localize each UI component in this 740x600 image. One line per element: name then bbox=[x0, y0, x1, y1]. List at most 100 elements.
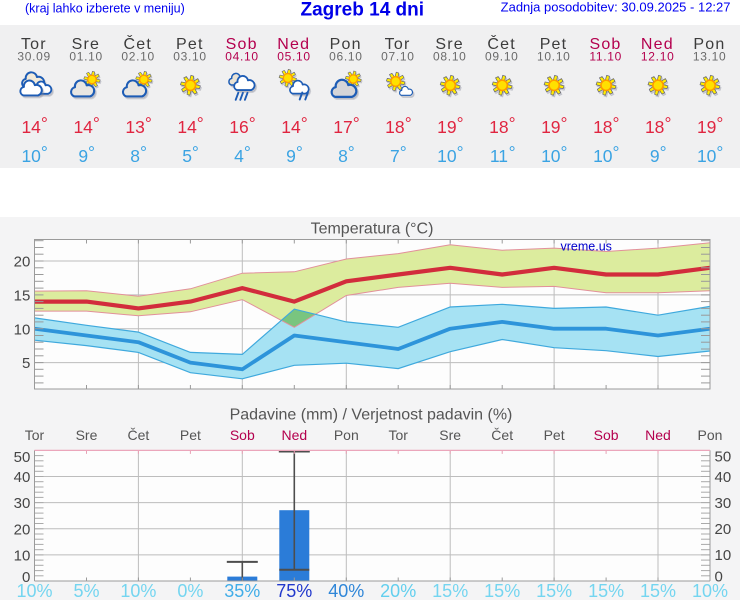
svg-text:20: 20 bbox=[715, 521, 732, 538]
svg-text:Ned: Ned bbox=[281, 427, 307, 443]
svg-text:10%: 10% bbox=[16, 581, 52, 600]
svg-text:15: 15 bbox=[14, 288, 31, 305]
svg-text:17: 17 bbox=[333, 117, 352, 137]
svg-text:13.10: 13.10 bbox=[693, 50, 727, 64]
svg-text:Pet: Pet bbox=[540, 36, 568, 53]
svg-text:15%: 15% bbox=[640, 581, 676, 600]
svg-text:°: ° bbox=[353, 113, 360, 133]
svg-text:Sob: Sob bbox=[594, 427, 619, 443]
svg-text:°: ° bbox=[561, 113, 568, 133]
svg-text:9: 9 bbox=[286, 146, 296, 166]
svg-text:14: 14 bbox=[281, 117, 301, 137]
svg-text:°: ° bbox=[716, 142, 723, 162]
svg-text:10: 10 bbox=[541, 146, 561, 166]
svg-text:Pet: Pet bbox=[176, 36, 204, 53]
svg-text:30: 30 bbox=[715, 495, 732, 512]
svg-text:Tor: Tor bbox=[25, 427, 45, 443]
svg-text:20: 20 bbox=[14, 521, 31, 538]
svg-text:Pon: Pon bbox=[693, 36, 725, 53]
svg-text:15%: 15% bbox=[432, 581, 468, 600]
svg-text:06.10: 06.10 bbox=[329, 50, 363, 64]
svg-text:04.10: 04.10 bbox=[225, 50, 259, 64]
svg-text:Padavine (mm) / Verjetnost pad: Padavine (mm) / Verjetnost padavin (%) bbox=[230, 407, 513, 424]
svg-text:°: ° bbox=[140, 142, 147, 162]
svg-text:01.10: 01.10 bbox=[69, 50, 103, 64]
svg-text:°: ° bbox=[613, 142, 620, 162]
svg-text:7: 7 bbox=[390, 146, 400, 166]
svg-text:°: ° bbox=[41, 113, 48, 133]
svg-text:vreme.us: vreme.us bbox=[561, 240, 612, 254]
svg-text:°: ° bbox=[457, 142, 464, 162]
svg-text:°: ° bbox=[405, 113, 412, 133]
svg-text:Čet: Čet bbox=[128, 427, 150, 443]
svg-text:Sob: Sob bbox=[230, 427, 255, 443]
svg-text:40: 40 bbox=[14, 469, 31, 486]
svg-text:10%: 10% bbox=[120, 581, 156, 600]
svg-text:50: 50 bbox=[14, 449, 31, 466]
svg-text:10: 10 bbox=[14, 321, 31, 338]
svg-text:°: ° bbox=[716, 113, 723, 133]
svg-text:03.10: 03.10 bbox=[173, 50, 207, 64]
svg-text:14: 14 bbox=[73, 117, 93, 137]
svg-text:Sob: Sob bbox=[226, 36, 258, 53]
svg-text:°: ° bbox=[457, 113, 464, 133]
svg-text:5: 5 bbox=[182, 146, 192, 166]
svg-text:Tor: Tor bbox=[388, 427, 408, 443]
svg-text:14: 14 bbox=[21, 117, 41, 137]
svg-text:18: 18 bbox=[645, 117, 664, 137]
svg-text:10: 10 bbox=[593, 146, 613, 166]
svg-text:0: 0 bbox=[715, 569, 723, 586]
svg-text:°: ° bbox=[41, 142, 48, 162]
svg-text:Ned: Ned bbox=[641, 36, 674, 53]
svg-text:°: ° bbox=[145, 113, 152, 133]
svg-text:(kraj lahko izberete v meniju): (kraj lahko izberete v meniju) bbox=[25, 1, 185, 15]
svg-text:05.10: 05.10 bbox=[277, 50, 311, 64]
svg-text:19: 19 bbox=[697, 117, 716, 137]
svg-text:°: ° bbox=[660, 142, 667, 162]
svg-text:°: ° bbox=[509, 113, 516, 133]
svg-text:19: 19 bbox=[541, 117, 560, 137]
svg-text:12.10: 12.10 bbox=[641, 50, 675, 64]
svg-text:°: ° bbox=[93, 113, 100, 133]
svg-text:Pon: Pon bbox=[334, 427, 359, 443]
svg-text:Pet: Pet bbox=[544, 427, 565, 443]
svg-text:Sre: Sre bbox=[435, 36, 464, 53]
svg-text:16: 16 bbox=[229, 117, 248, 137]
svg-text:50: 50 bbox=[715, 449, 732, 466]
svg-text:°: ° bbox=[509, 142, 516, 162]
svg-text:Zadnja posodobitev: 30.09.2025: Zadnja posodobitev: 30.09.2025 - 12:27 bbox=[501, 0, 731, 15]
svg-text:5%: 5% bbox=[73, 581, 99, 600]
svg-text:°: ° bbox=[561, 142, 568, 162]
svg-text:10: 10 bbox=[21, 146, 41, 166]
svg-text:18: 18 bbox=[489, 117, 508, 137]
svg-text:5: 5 bbox=[22, 355, 30, 372]
svg-text:10.10: 10.10 bbox=[537, 50, 571, 64]
svg-text:Sre: Sre bbox=[439, 427, 461, 443]
svg-text:°: ° bbox=[197, 113, 204, 133]
svg-text:Sre: Sre bbox=[76, 427, 98, 443]
svg-text:Ned: Ned bbox=[277, 36, 310, 53]
svg-text:40%: 40% bbox=[328, 581, 364, 600]
svg-text:20%: 20% bbox=[380, 581, 416, 600]
svg-text:30: 30 bbox=[14, 495, 31, 512]
svg-text:Tor: Tor bbox=[385, 36, 411, 53]
svg-text:15%: 15% bbox=[484, 581, 520, 600]
svg-text:4: 4 bbox=[234, 146, 244, 166]
svg-text:Pon: Pon bbox=[330, 36, 362, 53]
svg-text:19: 19 bbox=[437, 117, 456, 137]
svg-text:20: 20 bbox=[14, 254, 31, 271]
svg-text:Sob: Sob bbox=[589, 36, 621, 53]
svg-text:09.10: 09.10 bbox=[485, 50, 519, 64]
svg-text:13: 13 bbox=[125, 117, 144, 137]
svg-text:°: ° bbox=[613, 113, 620, 133]
svg-text:8: 8 bbox=[338, 146, 348, 166]
svg-text:15%: 15% bbox=[536, 581, 572, 600]
svg-text:°: ° bbox=[400, 142, 407, 162]
svg-text:35%: 35% bbox=[224, 581, 260, 600]
svg-text:Ned: Ned bbox=[645, 427, 671, 443]
svg-text:10: 10 bbox=[14, 548, 31, 565]
svg-text:10%: 10% bbox=[692, 581, 728, 600]
svg-text:Čet: Čet bbox=[487, 34, 516, 53]
svg-text:0: 0 bbox=[22, 569, 30, 586]
svg-text:°: ° bbox=[665, 113, 672, 133]
